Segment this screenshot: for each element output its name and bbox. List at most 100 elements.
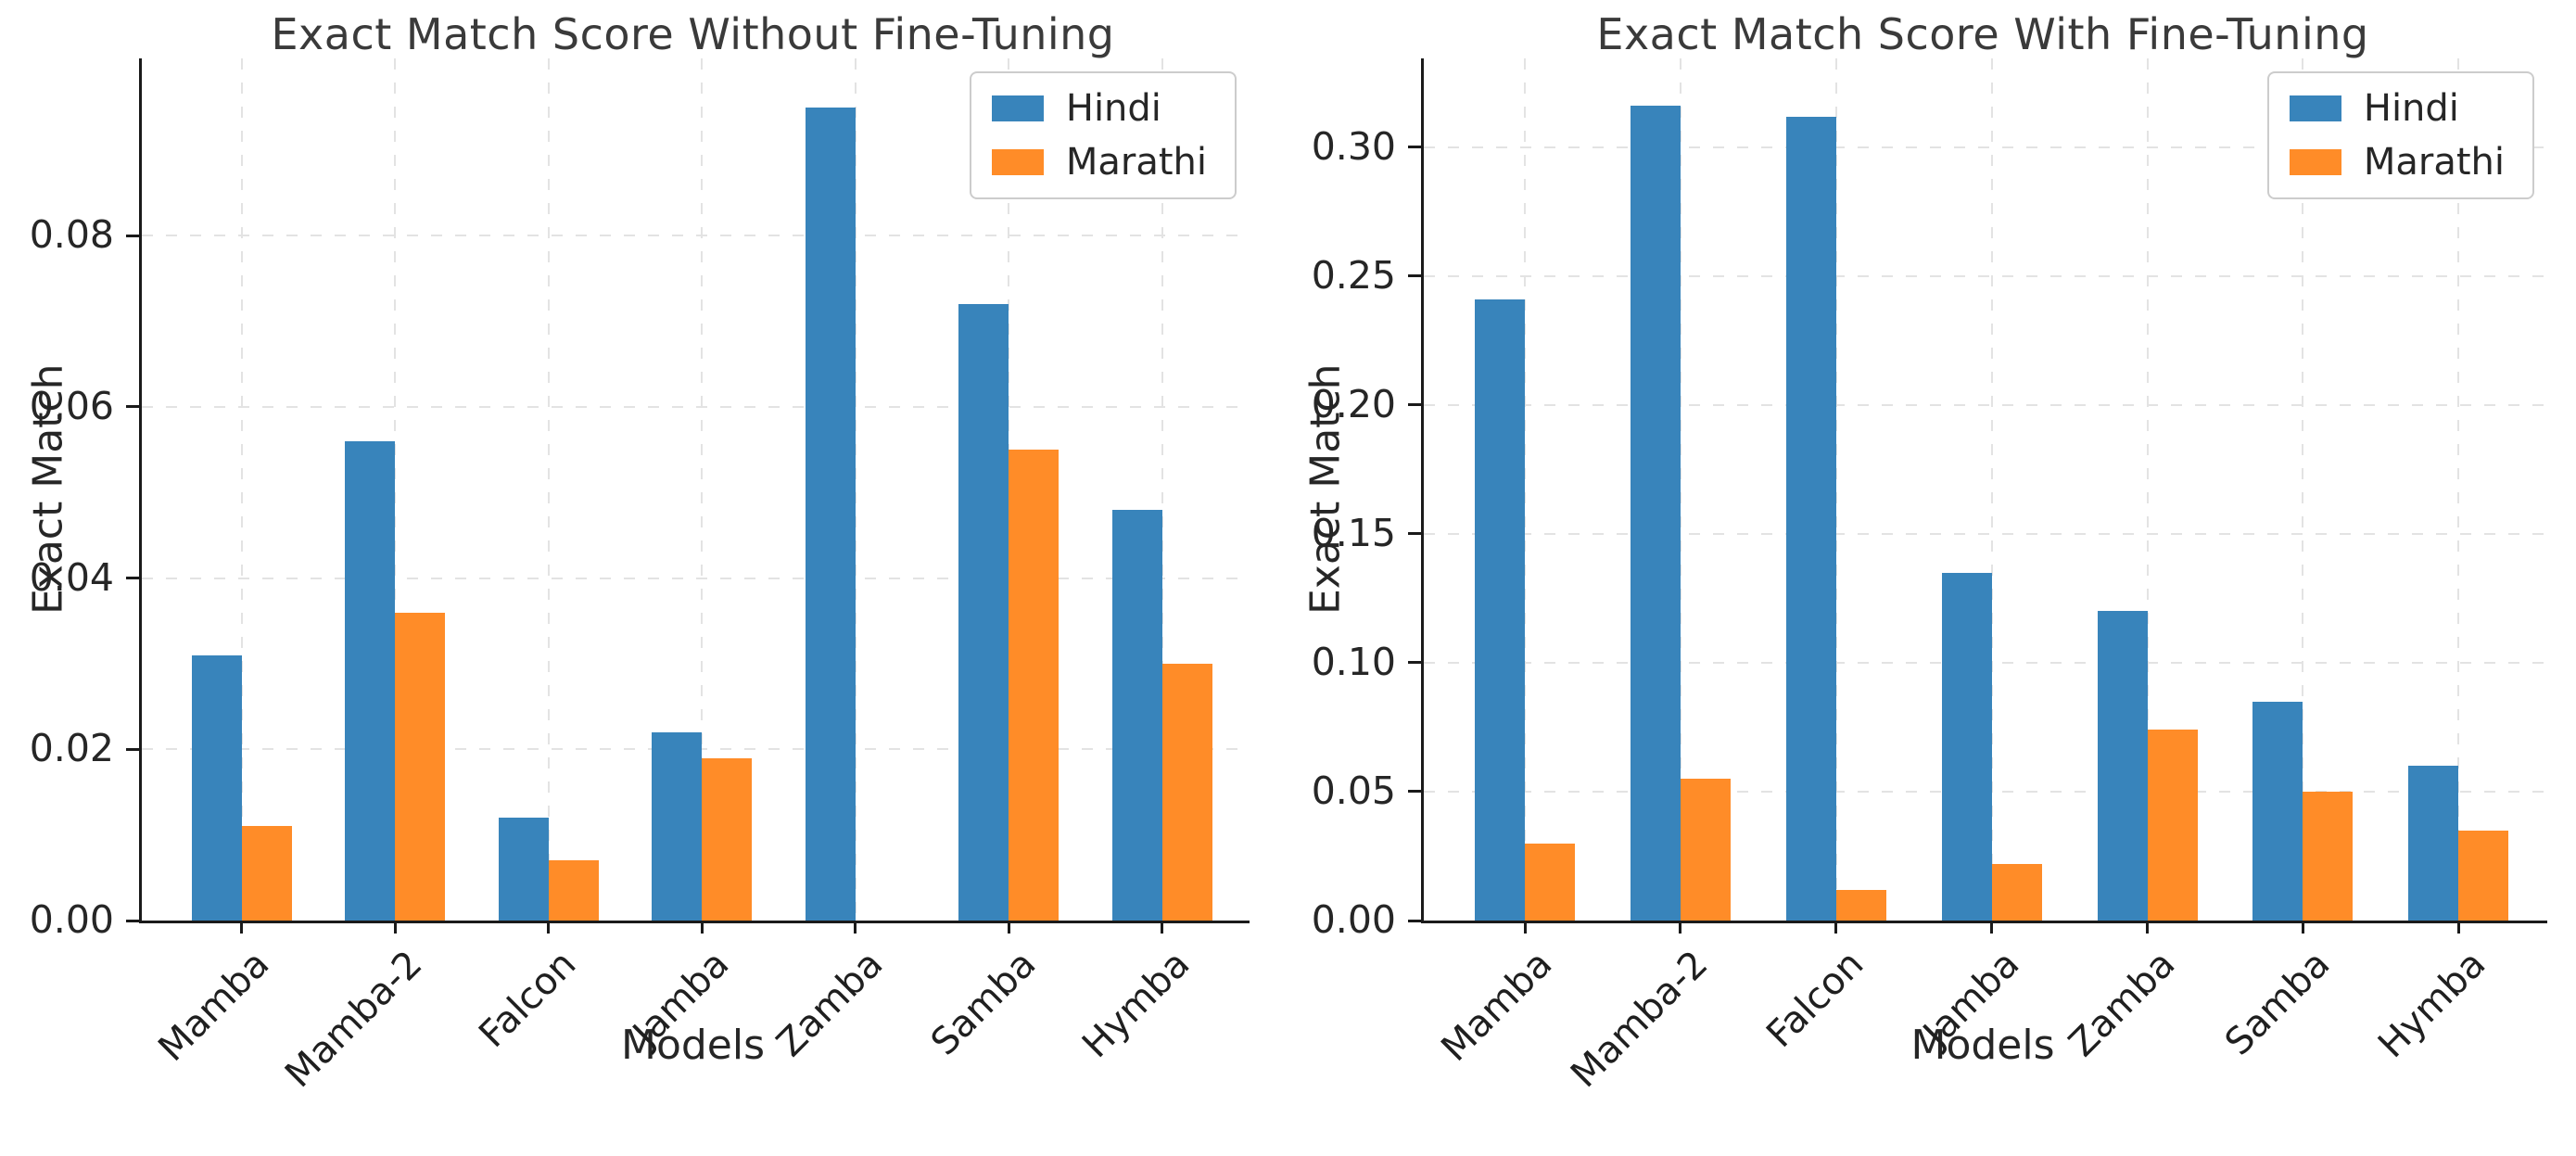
gridline-vertical [2146,58,2149,921]
bar-marathi-mamba-2 [395,613,446,921]
y-tick-mark [126,405,139,409]
y-tick-mark [1408,532,1421,536]
x-tick-mark [1161,921,1164,934]
gridline-vertical [1161,58,1163,921]
x-tick-mark [1990,921,1994,934]
marathi-swatch-icon [2289,149,2341,175]
y-axis-label: Exact Match [24,363,72,616]
x-tick-mark [2301,921,2304,934]
bar-hindi-mamba [1475,299,1526,921]
bar-hindi-mamba-2 [1630,106,1681,921]
bar-marathi-hymba [1161,664,1212,921]
gridline-vertical [2302,58,2304,921]
y-tick-label: 0.30 [1311,123,1396,169]
y-tick-mark [126,577,139,580]
chart-title-with-finetuning: Exact Match Score With Fine-Tuning [1596,9,2369,59]
gridline-vertical [394,58,397,921]
x-tick-mark [1007,921,1010,934]
x-axis-label: Models [620,1022,766,1069]
y-tick-mark [126,919,139,922]
gridline-horizontal [142,405,1250,408]
legend: Hindi Marathi [2266,71,2534,199]
x-tick-mark [700,921,704,934]
legend-item-marathi: Marathi [2289,141,2505,184]
y-tick-label: 0.02 [29,726,114,771]
y-tick-mark [1408,790,1421,794]
bar-marathi-samba [2303,792,2354,921]
y-tick-label: 0.06 [29,383,114,428]
x-tick-mark [1523,921,1527,934]
gridline-vertical [854,58,857,921]
bar-hindi-zamba [805,108,856,921]
y-tick-label: 0.15 [1311,510,1396,555]
bar-marathi-jamba [1991,864,2042,921]
bar-hindi-falcon [1785,117,1836,921]
gridline-horizontal [1424,532,2547,535]
y-tick-mark [1408,403,1421,407]
legend-label: Hindi [1065,87,1161,130]
legend-label: Marathi [2363,141,2505,184]
bar-hindi-hymba [1111,510,1162,921]
x-axis-label: Models [1910,1022,2055,1069]
bar-hindi-zamba [2097,611,2148,921]
y-tick-label: 0.20 [1311,381,1396,426]
y-tick-label: 0.05 [1311,768,1396,813]
y-tick-mark [126,747,139,751]
legend-item-marathi: Marathi [991,141,1207,184]
gridline-horizontal [142,235,1250,237]
y-tick-mark [1408,146,1421,149]
gridline-vertical [1679,58,1681,921]
bar-marathi-jamba [702,758,753,921]
bar-hindi-hymba [2408,766,2459,921]
x-tick-mark [2456,921,2460,934]
bar-hindi-falcon [498,818,549,921]
x-tick-mark [1834,921,1838,934]
chart-title-without-finetuning: Exact Match Score Without Fine-Tuning [271,9,1115,59]
y-tick-label: 0.00 [29,897,114,942]
plot-area-with-finetuning: Hindi Marathi 0.00 0.05 0.10 0.15 0.20 0.25 0.… [1312,58,2547,1096]
gridline-horizontal [1424,146,2547,148]
y-tick-label: 0.08 [29,212,114,258]
bar-hindi-samba [2252,702,2303,921]
bar-marathi-samba [1009,450,1060,921]
y-tick-mark [1408,919,1421,922]
y-tick-mark [126,234,139,237]
gridline-horizontal [1424,403,2547,406]
legend-label: Hindi [2363,87,2459,130]
y-tick-label: 0.00 [1311,897,1396,942]
bar-marathi-mamba-2 [1680,779,1731,921]
y-tick-label: 0.25 [1311,252,1396,298]
x-tick-mark [854,921,857,934]
plot-area-without-finetuning: Hindi Marathi 0.00 0.02 0.04 0.06 0.08 Mamba M… [30,58,1250,1096]
x-tick-mark [393,921,397,934]
bar-marathi-mamba [241,826,292,921]
gridline-vertical [240,58,243,921]
bar-marathi-falcon [1835,890,1886,921]
x-tick-mark [1679,921,1682,934]
bar-marathi-mamba [1525,844,1576,921]
bar-hindi-mamba [191,655,242,921]
hindi-swatch-icon [991,95,1044,121]
figure-canvas: { "colors": { "hindi": "#3884bb", "marat… [24,9,2547,1097]
bar-marathi-falcon [548,860,599,921]
legend: Hindi Marathi [969,71,1237,199]
gridline-vertical [547,58,550,921]
gridline-vertical [1524,58,1527,921]
bar-marathi-hymba [2458,831,2509,921]
y-tick-mark [1408,274,1421,278]
x-tick-mark [547,921,551,934]
y-tick-label: 0.04 [29,554,114,600]
gridline-horizontal [142,577,1250,579]
bar-hindi-mamba-2 [345,441,396,921]
gridline-vertical [1990,58,1993,921]
y-tick-mark [1408,661,1421,665]
bar-marathi-zamba [2147,730,2198,921]
x-tick-mark [2146,921,2150,934]
bar-hindi-samba [958,304,1009,921]
legend-label: Marathi [1065,141,1207,184]
hindi-swatch-icon [2289,95,2341,121]
legend-item-hindi: Hindi [2289,87,2505,130]
legend-item-hindi: Hindi [991,87,1207,130]
gridline-horizontal [1424,274,2547,277]
bar-hindi-jamba [1941,573,1992,921]
